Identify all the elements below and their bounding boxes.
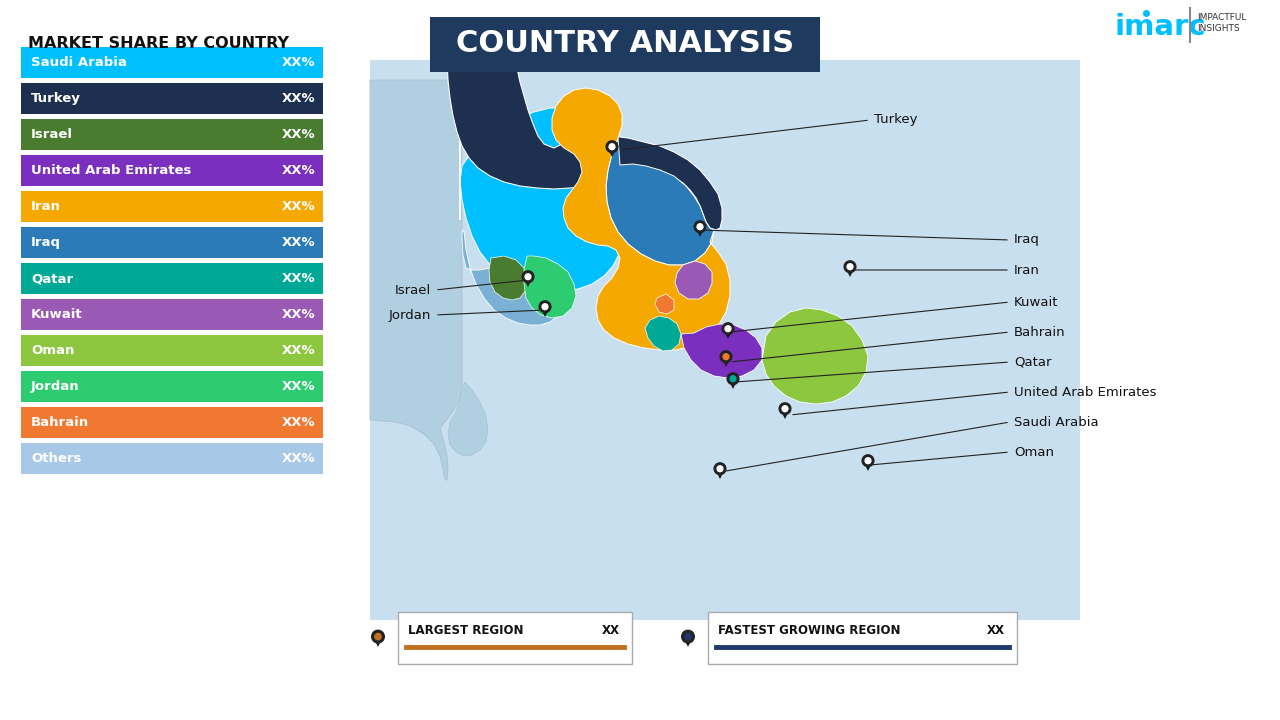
Text: Qatar: Qatar [1014, 356, 1051, 369]
Text: XX%: XX% [282, 56, 315, 69]
Polygon shape [489, 256, 527, 300]
Circle shape [698, 224, 703, 230]
Text: Iran: Iran [31, 200, 61, 213]
Circle shape [375, 634, 381, 640]
FancyBboxPatch shape [708, 612, 1018, 664]
FancyBboxPatch shape [20, 155, 323, 186]
Circle shape [717, 466, 723, 472]
Polygon shape [524, 256, 576, 318]
FancyBboxPatch shape [20, 443, 323, 474]
Text: XX%: XX% [282, 92, 315, 105]
Circle shape [865, 458, 870, 464]
Circle shape [607, 141, 618, 153]
Text: LARGEST REGION: LARGEST REGION [408, 624, 524, 636]
Text: Iran: Iran [1014, 264, 1039, 276]
Polygon shape [460, 80, 622, 291]
FancyBboxPatch shape [20, 263, 323, 294]
Text: Israel: Israel [31, 128, 73, 141]
Text: XX%: XX% [282, 164, 315, 177]
Text: Iraq: Iraq [31, 236, 61, 249]
FancyBboxPatch shape [20, 299, 323, 330]
Polygon shape [645, 316, 681, 351]
FancyBboxPatch shape [398, 612, 632, 664]
Text: XX%: XX% [282, 452, 315, 465]
Text: COUNTRY ANALYSIS: COUNTRY ANALYSIS [456, 30, 794, 58]
Text: Turkey: Turkey [31, 92, 81, 105]
Polygon shape [655, 294, 675, 314]
Text: Jordan: Jordan [31, 380, 79, 393]
FancyBboxPatch shape [20, 371, 323, 402]
Polygon shape [681, 324, 762, 378]
Text: FASTEST GROWING REGION: FASTEST GROWING REGION [718, 624, 901, 636]
Text: XX%: XX% [282, 416, 315, 429]
FancyBboxPatch shape [430, 17, 820, 72]
Circle shape [694, 221, 705, 233]
Text: IMPACTFUL
INSIGHTS: IMPACTFUL INSIGHTS [1197, 13, 1247, 33]
Text: Saudi Arabia: Saudi Arabia [31, 56, 127, 69]
Text: XX%: XX% [282, 200, 315, 213]
Circle shape [721, 351, 732, 363]
Text: MARKET SHARE BY COUNTRY: MARKET SHARE BY COUNTRY [28, 37, 289, 52]
Polygon shape [605, 138, 714, 265]
Text: XX%: XX% [282, 236, 315, 249]
Circle shape [714, 463, 726, 474]
Circle shape [722, 323, 733, 335]
FancyBboxPatch shape [20, 335, 323, 366]
Circle shape [847, 264, 852, 269]
Text: Oman: Oman [31, 344, 74, 357]
Text: XX%: XX% [282, 308, 315, 321]
Circle shape [525, 274, 531, 279]
Circle shape [780, 403, 791, 415]
Text: XX: XX [987, 624, 1005, 636]
Polygon shape [370, 60, 1080, 620]
Text: XX%: XX% [282, 128, 315, 141]
Circle shape [371, 630, 384, 643]
Circle shape [609, 144, 614, 150]
Polygon shape [552, 88, 730, 350]
Circle shape [541, 304, 548, 310]
Circle shape [682, 630, 694, 643]
Polygon shape [448, 382, 488, 456]
Text: Others: Others [31, 452, 82, 465]
Circle shape [782, 406, 788, 412]
Circle shape [685, 634, 691, 640]
Text: Qatar: Qatar [31, 272, 73, 285]
Polygon shape [462, 230, 562, 325]
Text: Oman: Oman [1014, 446, 1053, 459]
Polygon shape [447, 60, 722, 230]
Text: imarc: imarc [1114, 13, 1206, 41]
Text: Kuwait: Kuwait [1014, 295, 1059, 308]
Circle shape [730, 376, 736, 382]
FancyBboxPatch shape [20, 227, 323, 258]
Text: United Arab Emirates: United Arab Emirates [31, 164, 192, 177]
Text: XX: XX [602, 624, 620, 636]
FancyBboxPatch shape [20, 119, 323, 150]
Text: United Arab Emirates: United Arab Emirates [1014, 385, 1157, 398]
Text: XX%: XX% [282, 344, 315, 357]
Text: Bahrain: Bahrain [1014, 325, 1066, 338]
FancyBboxPatch shape [20, 407, 323, 438]
Text: XX%: XX% [282, 272, 315, 285]
Circle shape [727, 373, 739, 384]
FancyBboxPatch shape [20, 83, 323, 114]
Text: Iraq: Iraq [1014, 233, 1039, 246]
Text: Jordan: Jordan [389, 308, 431, 322]
FancyBboxPatch shape [20, 47, 323, 78]
Polygon shape [675, 261, 712, 299]
Text: Israel: Israel [394, 284, 431, 297]
FancyBboxPatch shape [20, 191, 323, 222]
Text: Kuwait: Kuwait [31, 308, 83, 321]
Polygon shape [762, 308, 868, 404]
Polygon shape [370, 80, 462, 480]
Text: Turkey: Turkey [874, 114, 918, 127]
Text: Saudi Arabia: Saudi Arabia [1014, 415, 1098, 428]
Circle shape [723, 354, 728, 359]
Circle shape [724, 325, 731, 332]
Circle shape [844, 261, 856, 273]
Text: XX%: XX% [282, 380, 315, 393]
Text: Bahrain: Bahrain [31, 416, 90, 429]
Circle shape [522, 271, 534, 282]
Circle shape [863, 455, 874, 467]
Circle shape [539, 301, 550, 312]
